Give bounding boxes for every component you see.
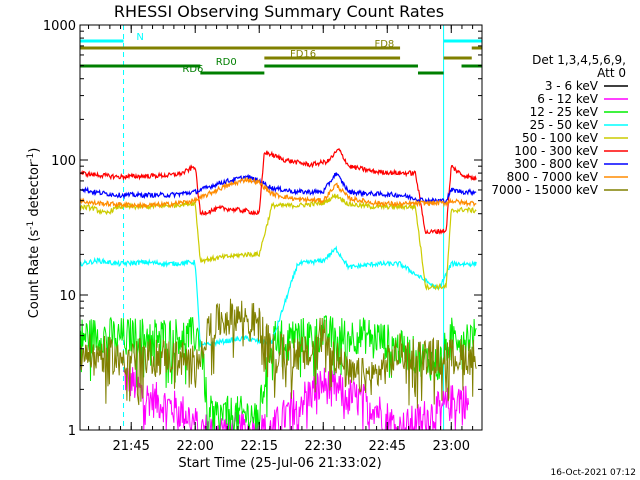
flag-label-fd8: FD8 (374, 39, 394, 50)
series-line-7 (80, 176, 477, 210)
series-layer (80, 147, 477, 430)
x-tick-label-2: 22:15 (241, 439, 278, 454)
legend-label-1: 6 - 12 keV (537, 92, 599, 106)
x-tick-label-1: 22:00 (176, 439, 213, 454)
series-line-1 (123, 366, 470, 430)
chart-title: RHESSI Observing Summary Count Rates (114, 2, 444, 21)
x-tick-label-3: 22:30 (305, 439, 342, 454)
legend-header-0: Det 1,3,4,5,6,9, (532, 53, 626, 67)
y-axis-title-close: ) (27, 148, 42, 153)
y-tick-label-2: 100 (51, 154, 76, 169)
legend-label-0: 3 - 6 keV (545, 79, 599, 93)
y-tick-label-3: 1000 (43, 19, 76, 34)
legend-label-4: 50 - 100 keV (522, 131, 599, 145)
y-tick-label-1: 10 (59, 289, 76, 304)
legend-label-7: 800 - 7000 keV (507, 170, 599, 184)
series-line-6 (80, 172, 477, 205)
y-axis-title-exponent-1: -1 (26, 221, 36, 230)
legend-label-8: 7000 - 15000 keV (491, 183, 598, 197)
x-tick-label-5: 23:00 (433, 439, 470, 454)
legend-label-2: 12 - 25 keV (530, 105, 599, 119)
series-line-5 (80, 147, 477, 235)
legend-header-1: Att 0 (597, 66, 626, 80)
generation-timestamp: 16-Oct-2021 07:12 (551, 468, 636, 478)
legend-label-6: 300 - 800 keV (514, 157, 598, 171)
y-tick-label-0: 1 (68, 424, 76, 439)
flag-label-rd0: RD0 (216, 57, 237, 68)
x-tick-label-4: 22:45 (369, 439, 406, 454)
series-line-3 (80, 245, 477, 348)
legend-label-5: 100 - 300 keV (514, 144, 598, 158)
x-axis-title: Start Time (25-Jul-06 21:33:02) (178, 456, 381, 471)
y-axis-title-main: Count Rate (s (27, 230, 42, 319)
series-line-8 (80, 298, 477, 409)
y-axis-title: Count Rate (s-1 detector-1) (26, 148, 42, 319)
y-axis-title-exponent-2: -1 (26, 153, 36, 162)
flag-label-fd16: FD16 (290, 49, 316, 60)
flag-label-n: N (136, 32, 143, 43)
y-axis-title-middle: detector (27, 161, 42, 221)
axis-layer: 21:45 22:00 22:15 22:30 22:45 23:00 1 10 100 1000 (43, 19, 483, 454)
flag-bar-layer: N FD8 FD16 RD0 RD6 (80, 32, 482, 75)
x-tick-label-0: 21:45 (112, 439, 149, 454)
legend-label-3: 25 - 50 keV (530, 118, 599, 132)
flag-label-rd6: RD6 (182, 64, 203, 75)
